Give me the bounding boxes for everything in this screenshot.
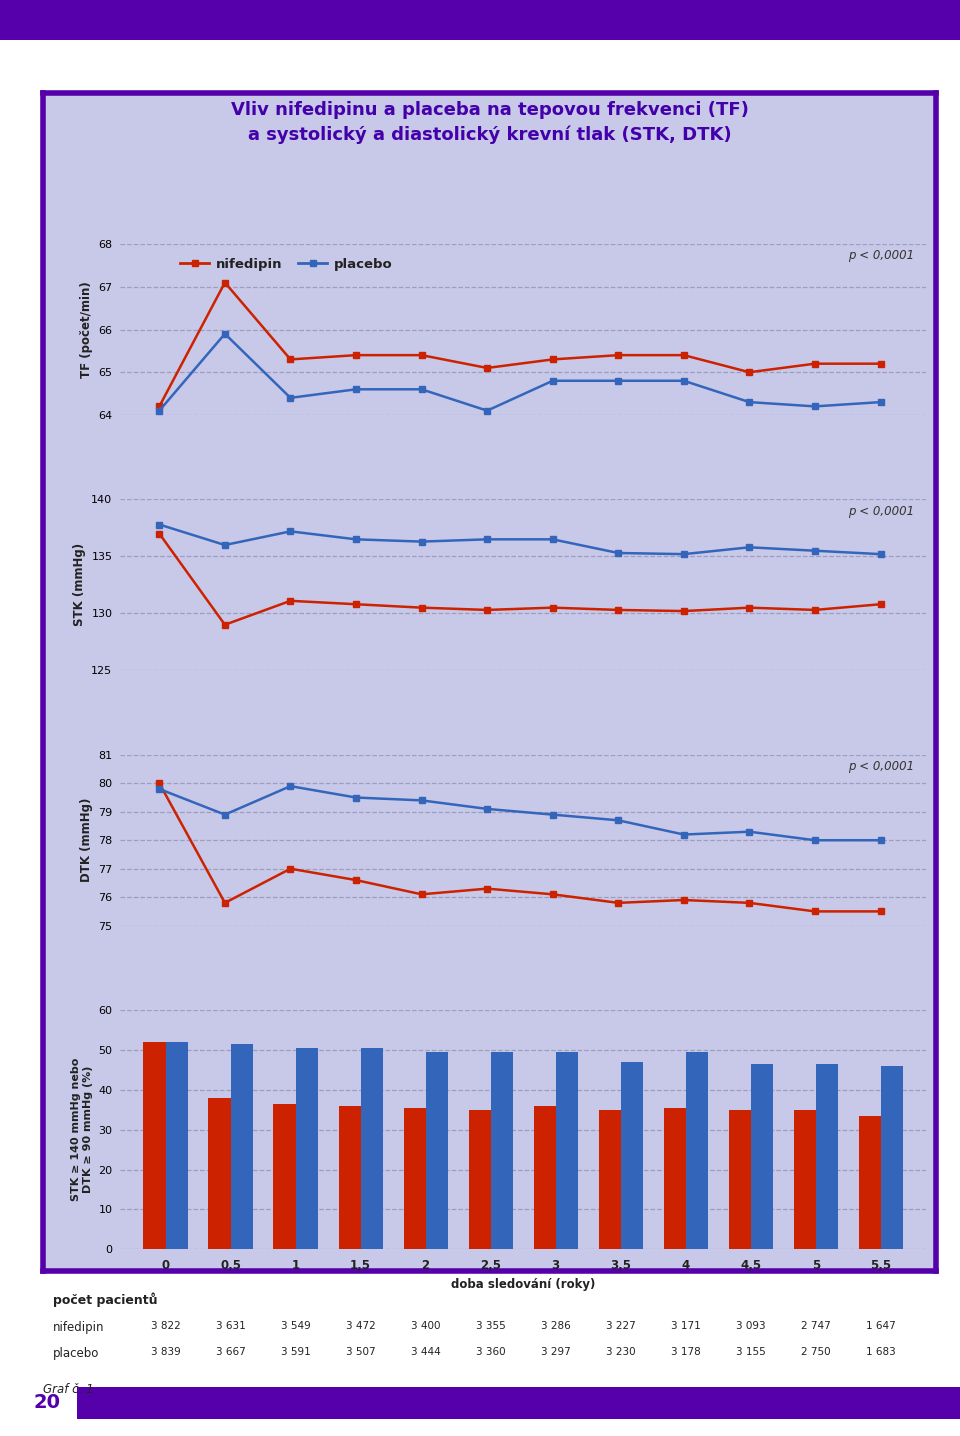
Bar bbox=[534, 1106, 556, 1249]
Text: 3 631: 3 631 bbox=[216, 1321, 246, 1331]
Text: 3 667: 3 667 bbox=[216, 1347, 246, 1357]
Text: 3 093: 3 093 bbox=[736, 1321, 766, 1331]
Text: nifedipin: nifedipin bbox=[53, 1321, 105, 1334]
Text: p < 0,0001: p < 0,0001 bbox=[849, 504, 914, 517]
Text: 3 355: 3 355 bbox=[476, 1321, 506, 1331]
Bar bbox=[143, 1043, 165, 1249]
Bar bbox=[274, 1104, 296, 1249]
Bar bbox=[208, 1099, 230, 1249]
Bar bbox=[425, 1053, 447, 1249]
Bar bbox=[794, 1110, 816, 1249]
X-axis label: doba sledování (roky): doba sledování (roky) bbox=[451, 1278, 595, 1291]
Bar bbox=[403, 1107, 425, 1249]
Text: 20: 20 bbox=[34, 1393, 60, 1413]
Bar bbox=[165, 1043, 187, 1249]
Text: 3 178: 3 178 bbox=[671, 1347, 701, 1357]
Bar bbox=[599, 1110, 621, 1249]
Text: Vliv nifedipinu a placeba na tepovou frekvenci (TF)
a systolický a diastolický k: Vliv nifedipinu a placeba na tepovou fre… bbox=[230, 101, 749, 144]
Bar bbox=[491, 1053, 513, 1249]
Bar bbox=[729, 1110, 751, 1249]
Text: 3 839: 3 839 bbox=[151, 1347, 180, 1357]
Text: 1 647: 1 647 bbox=[866, 1321, 896, 1331]
Text: 3 286: 3 286 bbox=[540, 1321, 570, 1331]
Text: počet pacientů: počet pacientů bbox=[53, 1292, 157, 1307]
Text: 3 155: 3 155 bbox=[736, 1347, 766, 1357]
Text: 3 360: 3 360 bbox=[476, 1347, 506, 1357]
Y-axis label: STK (mmHg): STK (mmHg) bbox=[73, 543, 85, 626]
Text: 3 444: 3 444 bbox=[411, 1347, 441, 1357]
Bar bbox=[663, 1107, 685, 1249]
Bar bbox=[859, 1116, 881, 1249]
Bar bbox=[361, 1048, 383, 1249]
Text: p < 0,0001: p < 0,0001 bbox=[849, 760, 914, 773]
Text: 1 683: 1 683 bbox=[866, 1347, 896, 1357]
Y-axis label: STK ≥ 140 mmHg nebo
DTK ≥ 90 mmHg (%): STK ≥ 140 mmHg nebo DTK ≥ 90 mmHg (%) bbox=[71, 1058, 93, 1202]
Bar bbox=[881, 1066, 903, 1249]
Bar bbox=[296, 1048, 318, 1249]
Text: 3 400: 3 400 bbox=[411, 1321, 441, 1331]
Text: 3 171: 3 171 bbox=[671, 1321, 701, 1331]
Text: p < 0,0001: p < 0,0001 bbox=[849, 250, 914, 263]
Text: 2 750: 2 750 bbox=[801, 1347, 830, 1357]
Bar bbox=[468, 1110, 491, 1249]
Text: 3 230: 3 230 bbox=[606, 1347, 636, 1357]
Bar bbox=[621, 1063, 643, 1249]
Legend: nifedipin, placebo: nifedipin, placebo bbox=[175, 253, 397, 276]
Text: 3 227: 3 227 bbox=[606, 1321, 636, 1331]
Bar bbox=[339, 1106, 361, 1249]
Text: placebo: placebo bbox=[53, 1347, 99, 1360]
Text: 3 591: 3 591 bbox=[280, 1347, 310, 1357]
Bar bbox=[556, 1053, 578, 1249]
Y-axis label: DTK (mmHg): DTK (mmHg) bbox=[80, 798, 92, 883]
Text: 3 549: 3 549 bbox=[280, 1321, 310, 1331]
Bar bbox=[230, 1044, 252, 1249]
Text: Graf č. 1: Graf č. 1 bbox=[43, 1383, 94, 1396]
Text: 3 822: 3 822 bbox=[151, 1321, 180, 1331]
Y-axis label: TF (počet/min): TF (počet/min) bbox=[80, 281, 93, 378]
Text: 2 747: 2 747 bbox=[801, 1321, 830, 1331]
Text: 3 297: 3 297 bbox=[540, 1347, 570, 1357]
Bar bbox=[816, 1064, 838, 1249]
Text: 3 472: 3 472 bbox=[346, 1321, 375, 1331]
Bar bbox=[685, 1053, 708, 1249]
Bar bbox=[751, 1064, 773, 1249]
Text: 3 507: 3 507 bbox=[346, 1347, 375, 1357]
